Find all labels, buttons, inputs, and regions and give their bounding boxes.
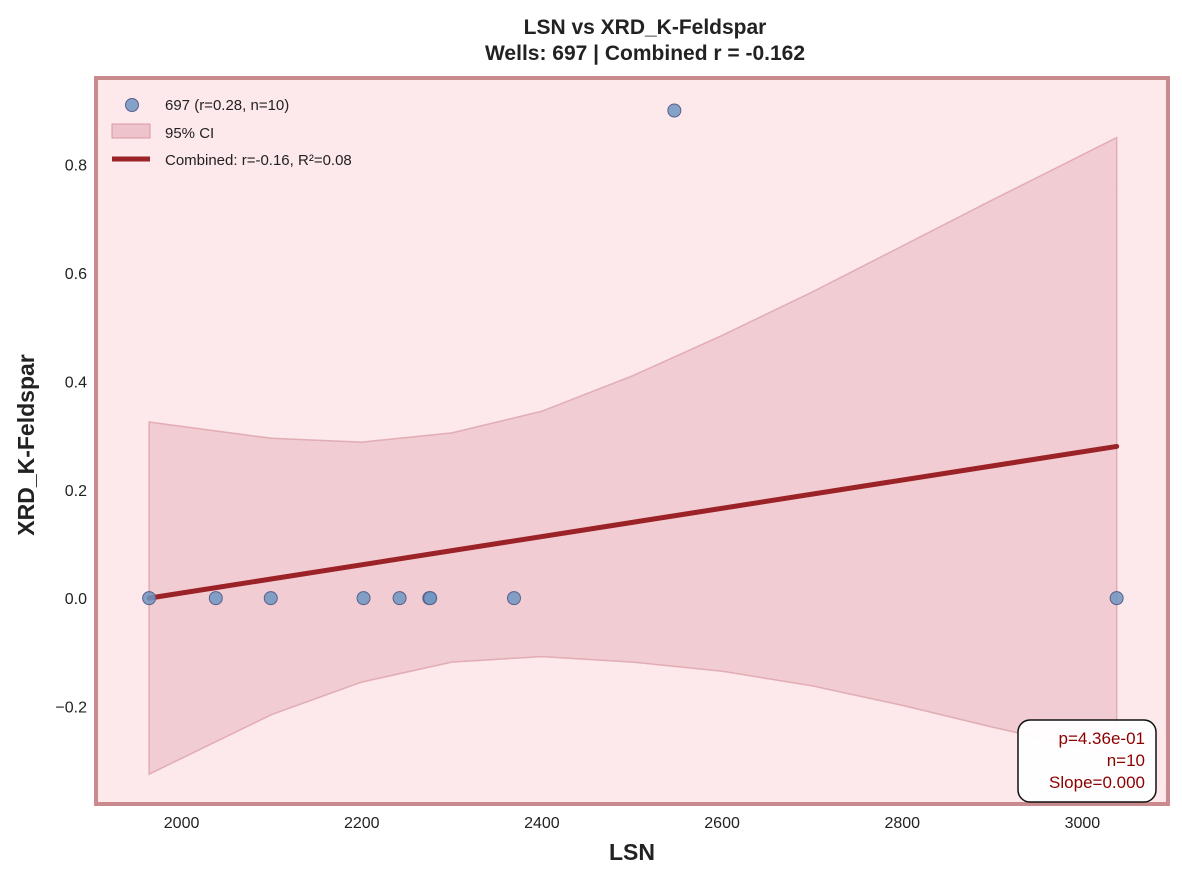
y-tick-label: 0.8 <box>65 158 87 175</box>
chart-subtitle: Wells: 697 | Combined r = -0.162 <box>485 42 805 65</box>
x-tick-label: 3000 <box>1065 815 1101 832</box>
legend-label-points: 697 (r=0.28, n=10) <box>165 97 289 114</box>
y-tick-label: 0.4 <box>65 374 87 391</box>
legend-label-band: 95% CI <box>165 125 214 142</box>
scatter-points-layer <box>142 103 1124 606</box>
y-tick-label: 0.0 <box>65 591 87 608</box>
data-point <box>506 591 521 606</box>
legend: 697 (r=0.28, n=10) 95% CI Combined: r=-0.1… <box>111 97 352 169</box>
stats-box: p=4.36e-01 n=10 Slope=0.000 <box>1017 719 1157 803</box>
stats-line: p=4.36e-01 <box>1059 729 1146 748</box>
legend-marker-points <box>125 98 139 112</box>
legend-marker-band <box>111 123 151 139</box>
combined-regression-line <box>146 443 1120 601</box>
x-tick-label: 2600 <box>704 815 740 832</box>
y-axis-ticks: −0.2 0.0 0.2 0.4 0.6 0.8 <box>55 158 87 717</box>
regression-line-layer <box>146 443 1120 601</box>
y-tick-label: −0.2 <box>55 699 87 716</box>
data-point <box>423 591 438 606</box>
x-tick-label: 2200 <box>344 815 380 832</box>
data-point <box>263 591 278 606</box>
legend-label-line: Combined: r=-0.16, R²=0.08 <box>165 152 352 169</box>
stats-line: n=10 <box>1107 751 1145 770</box>
data-point <box>208 591 223 606</box>
x-tick-label: 2000 <box>164 815 200 832</box>
x-axis-ticks: 2000 2200 2400 2600 2800 3000 <box>164 815 1101 832</box>
y-tick-label: 0.2 <box>65 483 87 500</box>
stats-box-frame <box>1017 719 1157 803</box>
data-point <box>392 591 407 606</box>
y-tick-label: 0.6 <box>65 266 87 283</box>
x-tick-label: 2800 <box>884 815 920 832</box>
data-point <box>1109 591 1124 606</box>
stats-line: Slope=0.000 <box>1049 773 1145 792</box>
data-point <box>667 103 682 118</box>
chart-title: LSN vs XRD_K-Feldspar <box>524 16 767 39</box>
data-point <box>356 591 371 606</box>
y-axis-label: XRD_K-Feldspar <box>13 354 39 536</box>
x-tick-label: 2400 <box>524 815 560 832</box>
data-point <box>142 591 157 606</box>
x-axis-label: LSN <box>609 839 655 865</box>
